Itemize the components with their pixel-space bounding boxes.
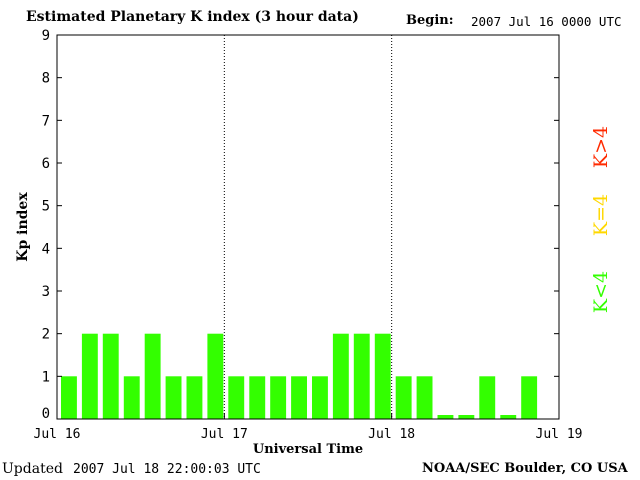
y-axis: 0 1 2 3 4 5 6 7 8 9 xyxy=(42,28,559,422)
kp-bar xyxy=(500,415,517,419)
y-tick-label: 1 xyxy=(42,369,50,385)
legend: K>4 K=4 K<4 xyxy=(590,126,612,313)
legend-item: K=4 xyxy=(590,194,612,236)
y-axis-label: Kp index xyxy=(15,192,31,262)
x-axis: Jul 16 Jul 17 Jul 18 Jul 19 xyxy=(34,413,583,442)
day-separators xyxy=(223,35,393,419)
y-tick-label: 6 xyxy=(42,156,50,172)
kp-bar xyxy=(291,376,307,419)
kp-bar xyxy=(270,376,287,419)
kp-bars xyxy=(61,333,538,419)
legend-item: K<4 xyxy=(590,271,612,313)
updated-value: 2007 Jul 18 22:00:03 UTC xyxy=(73,462,261,477)
y-tick-label: 5 xyxy=(42,199,50,215)
kp-bar xyxy=(353,333,370,419)
kp-bar xyxy=(207,333,224,419)
kp-bar xyxy=(479,376,496,419)
y-tick-label: 8 xyxy=(42,71,50,87)
x-tick-label: Jul 18 xyxy=(368,427,415,442)
plot-frame xyxy=(56,34,560,420)
y-tick-label: 0 xyxy=(42,406,50,422)
credit: NOAA/SEC Boulder, CO USA xyxy=(422,461,628,476)
kp-bar xyxy=(312,376,328,419)
begin-label: Begin: xyxy=(406,13,454,28)
kp-bar xyxy=(144,333,161,419)
kp-bar xyxy=(458,415,475,419)
kp-bar xyxy=(395,376,412,419)
x-axis-label: Universal Time xyxy=(253,442,363,457)
kp-bar xyxy=(228,376,245,419)
legend-item: K>4 xyxy=(590,126,612,168)
kp-bar xyxy=(61,376,77,419)
kp-bar xyxy=(437,415,454,419)
kp-bar xyxy=(102,333,119,419)
kp-bar xyxy=(165,376,182,419)
x-tick-label: Jul 17 xyxy=(201,427,248,442)
y-tick-label: 9 xyxy=(42,28,50,44)
kp-bar xyxy=(123,376,140,419)
x-tick-label: Jul 19 xyxy=(536,427,583,442)
y-tick-label: 3 xyxy=(42,284,50,300)
kp-bar xyxy=(521,376,538,419)
y-tick-label: 2 xyxy=(42,327,50,343)
y-tick-label: 7 xyxy=(42,113,50,129)
kp-bar xyxy=(81,333,98,419)
kp-bar xyxy=(374,333,391,419)
updated-label: Updated xyxy=(2,461,63,477)
kp-bar xyxy=(186,376,203,419)
kp-bar xyxy=(332,333,349,419)
kp-bar xyxy=(249,376,266,419)
begin-value: 2007 Jul 16 0000 UTC xyxy=(471,14,622,29)
x-tick-label: Jul 16 xyxy=(34,427,81,442)
kp-bar xyxy=(416,376,433,419)
y-tick-label: 4 xyxy=(42,241,50,257)
chart-title: Estimated Planetary K index (3 hour data… xyxy=(26,9,359,25)
